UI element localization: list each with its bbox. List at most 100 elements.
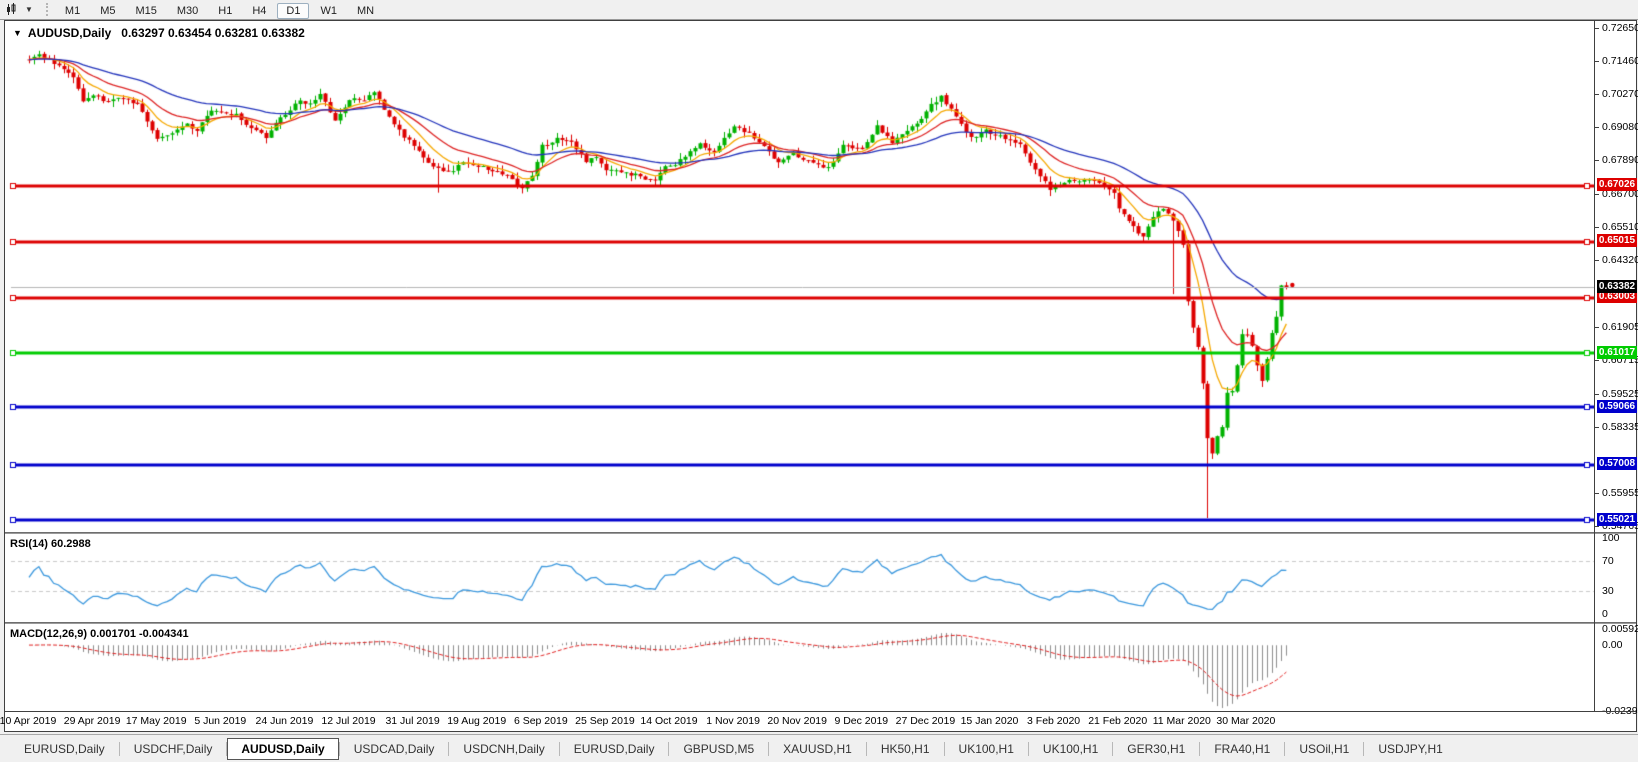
price-tick-label: 0.71460 xyxy=(1602,54,1638,67)
tab-separator xyxy=(1363,741,1365,756)
main-chart-canvas[interactable] xyxy=(6,22,1594,534)
price-badge: 0.59066 xyxy=(1597,399,1637,413)
tab-separator xyxy=(558,741,560,756)
date-tick-label: 31 Jul 2019 xyxy=(385,715,440,727)
tab-separator xyxy=(943,741,945,756)
pane-splitter-rsi[interactable] xyxy=(5,532,1636,534)
date-tick-label: 25 Sep 2019 xyxy=(575,715,635,727)
macd-indicator-canvas[interactable] xyxy=(6,625,1594,711)
timeframe-button-m15[interactable]: M15 xyxy=(135,4,157,17)
tab-separator xyxy=(865,741,867,756)
macd-scale-label: 0.005923 xyxy=(1602,623,1638,635)
price-tick-mark xyxy=(1595,193,1599,195)
price-badge: 0.61017 xyxy=(1597,345,1637,359)
symbol-tab-eurusd-daily[interactable]: EURUSD,Daily xyxy=(573,741,655,756)
timeframe-button-d1[interactable]: D1 xyxy=(277,2,310,19)
price-tick-mark xyxy=(1595,327,1599,329)
date-tick-label: 6 Sep 2019 xyxy=(513,715,568,727)
price-tick-label: 0.59525 xyxy=(1602,387,1638,400)
date-tick-label: 12 Jul 2019 xyxy=(321,715,376,727)
symbol-tab-usdjpy-h1[interactable]: USDJPY,H1 xyxy=(1378,741,1443,756)
date-axis[interactable]: 10 Apr 2019 29 Apr 2019 17 May 2019 5 Jun 2… xyxy=(0,711,1636,732)
timeframe-button-h4[interactable]: H4 xyxy=(252,4,267,17)
symbol-tab-gbpusd-m5[interactable]: GBPUSD,M5 xyxy=(683,741,755,756)
price-badge: 0.65015 xyxy=(1597,234,1637,248)
tab-separator xyxy=(448,741,450,756)
timeframe-button-h1[interactable]: H1 xyxy=(218,4,233,17)
rsi-scale-label: 30 xyxy=(1602,585,1614,598)
date-tick-label: 3 Feb 2020 xyxy=(1027,715,1081,727)
symbol-tab-xauusd-h1[interactable]: XAUUSD,H1 xyxy=(783,741,852,756)
price-tick-mark xyxy=(1595,426,1599,428)
symbol-dropdown-icon[interactable]: ▼ xyxy=(13,28,22,38)
date-tick-label: 9 Dec 2019 xyxy=(834,715,889,727)
price-tick-label: 0.65510 xyxy=(1602,220,1638,233)
symbol-tab-usdcad-daily[interactable]: USDCAD,Daily xyxy=(353,741,435,756)
price-tick-label: 0.67890 xyxy=(1602,154,1638,167)
price-badge: 0.55021 xyxy=(1597,512,1637,526)
symbol-tab-uk100-h1[interactable]: UK100,H1 xyxy=(958,741,1014,756)
date-tick-label: 10 Apr 2019 xyxy=(0,715,57,727)
price-tick-mark xyxy=(1595,360,1599,362)
symbol-tab-audusd-daily[interactable]: AUDUSD,Daily xyxy=(227,737,339,760)
rsi-label: RSI(14) 60.2988 xyxy=(10,538,91,550)
tab-separator xyxy=(1284,741,1286,756)
chart-window: ▼ AUDUSD,Daily 0.63297 0.63454 0.63281 0… xyxy=(0,20,1638,732)
price-tick-label: 0.61905 xyxy=(1602,321,1638,334)
tab-separator xyxy=(226,741,228,756)
date-tick-label: 1 Nov 2019 xyxy=(706,715,760,727)
symbol-period-label: AUDUSD,Daily xyxy=(27,26,112,40)
tab-separator xyxy=(1199,741,1201,756)
macd-label: MACD(12,26,9) 0.001701 -0.004341 xyxy=(10,628,189,640)
date-tick-label: 29 Apr 2019 xyxy=(63,715,121,727)
macd-scale-label: 0.00 xyxy=(1602,639,1623,652)
pane-splitter-macd[interactable] xyxy=(5,622,1636,624)
tab-separator xyxy=(338,741,340,756)
rsi-indicator-canvas[interactable] xyxy=(6,535,1594,622)
price-tick-label: 0.64320 xyxy=(1602,253,1638,266)
price-tick-label: 0.58335 xyxy=(1602,420,1638,433)
chart-pointer-icon[interactable]: ▼ xyxy=(0,1,39,18)
price-badge: 0.67026 xyxy=(1597,178,1637,192)
symbol-tab-bar: EURUSD,Daily USDCHF,Daily AUDUSD,Daily USDC… xyxy=(0,734,1638,762)
toolbar-grip[interactable] xyxy=(45,3,48,16)
timeframe-button-w1[interactable]: W1 xyxy=(320,4,337,17)
price-tick-label: 0.55955 xyxy=(1602,487,1638,500)
timeframe-button-m1[interactable]: M1 xyxy=(64,4,81,17)
tab-separator xyxy=(1027,741,1029,756)
timeframe-button-mn[interactable]: MN xyxy=(356,4,375,17)
date-tick-label: 5 Jun 2019 xyxy=(194,715,247,727)
date-tick-label: 17 May 2019 xyxy=(125,715,187,727)
price-tick-mark xyxy=(1595,226,1599,228)
symbol-tab-usdchf-daily[interactable]: USDCHF,Daily xyxy=(133,741,213,756)
tab-separator xyxy=(768,741,770,756)
date-tick-label: 27 Dec 2019 xyxy=(895,715,956,727)
date-tick-label: 19 Aug 2019 xyxy=(447,715,507,727)
timeframe-button-m5[interactable]: M5 xyxy=(100,4,116,17)
timeframe-button-m30[interactable]: M30 xyxy=(176,4,199,17)
symbol-tab-ger30-h1[interactable]: GER30,H1 xyxy=(1127,741,1186,756)
ohlc-quotes: 0.63297 0.63454 0.63281 0.63382 xyxy=(121,26,305,40)
price-badge: 0.63003 xyxy=(1597,290,1637,304)
timeframe-toolbar: ▼ M1 M5 M15 M30 H1 H4 D1 W1 MN xyxy=(0,0,1638,20)
symbol-tab-fra40-h1[interactable]: FRA40,H1 xyxy=(1214,741,1271,756)
price-tick-mark xyxy=(1595,94,1599,96)
symbol-tab-eurusd-daily[interactable]: EURUSD,Daily xyxy=(24,741,105,756)
date-tick-label: 15 Jan 2020 xyxy=(960,715,1019,727)
tab-separator xyxy=(118,741,120,756)
date-tick-label: 21 Feb 2020 xyxy=(1088,715,1148,727)
rsi-scale-label: 70 xyxy=(1602,554,1614,567)
price-axis[interactable]: 0.72650 0.71460 0.70270 0.69080 0.67890 0.667… xyxy=(1594,21,1638,717)
date-tick-label: 30 Mar 2020 xyxy=(1216,715,1276,727)
symbol-tab-hk50-h1[interactable]: HK50,H1 xyxy=(880,741,930,756)
price-tick-mark xyxy=(1595,493,1599,495)
symbol-tab-usoil-h1[interactable]: USOil,H1 xyxy=(1299,741,1350,756)
price-badge: 0.63382 xyxy=(1597,279,1637,293)
rsi-scale-label: 0 xyxy=(1602,608,1608,620)
price-tick-mark xyxy=(1595,393,1599,395)
price-tick-mark xyxy=(1595,27,1599,29)
symbol-tab-usdcnh-daily[interactable]: USDCNH,Daily xyxy=(463,741,545,756)
tab-separator xyxy=(1112,741,1114,756)
symbol-tab-uk100-h1[interactable]: UK100,H1 xyxy=(1042,741,1099,756)
